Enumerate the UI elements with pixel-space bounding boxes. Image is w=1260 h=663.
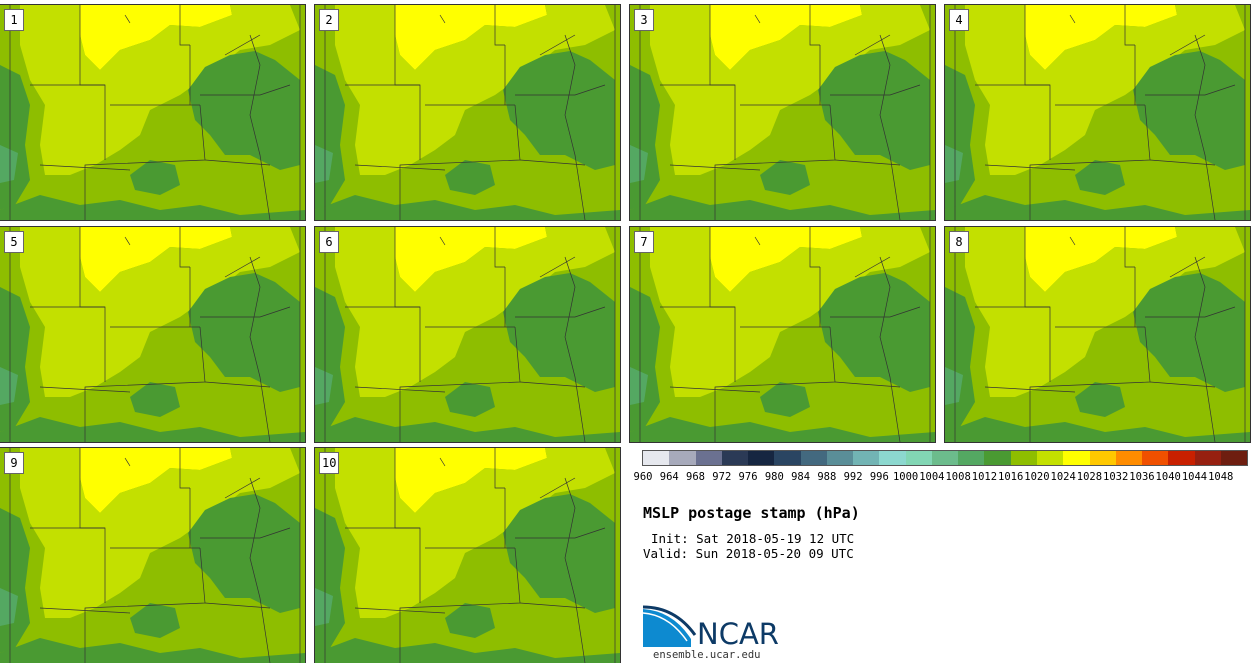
colorbar-tick-label: 1008 [945,471,971,483]
colorbar-tick-label: 964 [659,471,679,483]
ncar-logo-text: NCAR [697,617,779,651]
colorbar-swatch [1089,451,1116,465]
colorbar-swatch [748,451,775,465]
ensemble-member-map-3: 3 [629,4,936,221]
member-number: 5 [4,231,24,253]
ncar-logo-icon [643,605,697,647]
colorbar-tick-label: 1040 [1155,471,1181,483]
mslp-map [0,5,305,220]
ensemble-member-map-7: 7 [629,226,936,443]
member-number: 7 [634,231,654,253]
mslp-map [0,227,305,442]
mslp-map [0,448,305,663]
colorbar-swatch [1194,451,1221,465]
colorbar-swatch [984,451,1011,465]
colorbar-swatch [1220,451,1248,465]
figure-title: MSLP postage stamp (hPa) [643,504,860,522]
member-number: 4 [949,9,969,31]
colorbar-tick-label: 980 [764,471,784,483]
colorbar-swatch [1010,451,1037,465]
member-number: 6 [319,231,339,253]
colorbar-tick-label: 988 [817,471,837,483]
ensemble-member-map-2: 2 [314,4,621,221]
colorbar-tick-label: 996 [869,471,889,483]
ensemble-member-map-9: 9 [0,447,306,663]
member-number: 9 [4,452,24,474]
colorbar-tick-label: 1020 [1024,471,1050,483]
site-url: ensemble.ucar.edu [653,649,761,661]
colorbar-swatch [721,451,749,465]
ensemble-member-map-6: 6 [314,226,621,443]
colorbar-swatch [774,451,801,465]
colorbar-tick-label: 1044 [1181,471,1208,483]
valid-time: Valid: Sun 2018-05-20 09 UTC [643,546,854,561]
colorbar-labels: 960 964 968 972 976 980 984 988 992 996 1000 1004 10… [634,471,1247,485]
colorbar-swatch [826,451,854,465]
mslp-map [945,227,1250,442]
colorbar-swatch [1142,451,1169,465]
colorbar-swatch [669,451,696,465]
colorbar-swatch [695,451,722,465]
colorbar-swatch [643,451,670,465]
colorbar-tick-label: 1000 [892,471,919,483]
member-number: 2 [319,9,339,31]
colorbar-tick-label: 1016 [997,471,1024,483]
colorbar-tick-label: 1012 [971,471,998,483]
colorbar-tick-label: 1004 [919,471,945,483]
member-number: 10 [319,452,340,474]
mslp-map [630,227,935,442]
colorbar-swatch [800,451,827,465]
member-number: 8 [949,231,969,253]
colorbar-swatch [879,451,906,465]
member-number: 3 [634,9,654,31]
mslp-map [315,5,620,220]
colorbar-tick-label: 976 [738,471,758,483]
colorbar-swatch [853,451,880,465]
member-number: 1 [4,9,24,31]
colorbar-tick-label: 1028 [1076,471,1103,483]
mslp-map [945,5,1250,220]
colorbar-tick-label: 1024 [1050,471,1076,483]
colorbar-tick-label: 960 [633,471,653,483]
ensemble-member-map-8: 8 [944,226,1251,443]
colorbar-swatch [931,451,959,465]
ensemble-member-map-10: 10 [314,447,621,663]
colorbar-swatch [1168,451,1195,465]
colorbar-tick-label: 992 [843,471,863,483]
mslp-map [630,5,935,220]
colorbar-swatch [905,451,932,465]
colorbar-tick-label: 972 [712,471,732,483]
colorbar-swatch [1063,451,1090,465]
mslp-colorbar [642,450,1248,466]
colorbar-tick-label: 968 [686,471,705,483]
colorbar-tick-label: 1032 [1103,471,1129,483]
ensemble-member-map-4: 4 [944,4,1251,221]
colorbar-swatch [1115,451,1143,465]
colorbar-tick-label: 1036 [1129,471,1155,483]
mslp-map [315,227,620,442]
mslp-map [315,448,620,663]
colorbar-swatch [1036,451,1064,465]
colorbar-tick-label: 1048 [1208,471,1234,483]
ensemble-member-map-5: 5 [0,226,306,443]
init-time: Init: Sat 2018-05-19 12 UTC [651,531,855,546]
colorbar-tick-label: 984 [791,471,811,483]
ensemble-member-map-1: 1 [0,4,306,221]
colorbar-swatch [958,451,985,465]
